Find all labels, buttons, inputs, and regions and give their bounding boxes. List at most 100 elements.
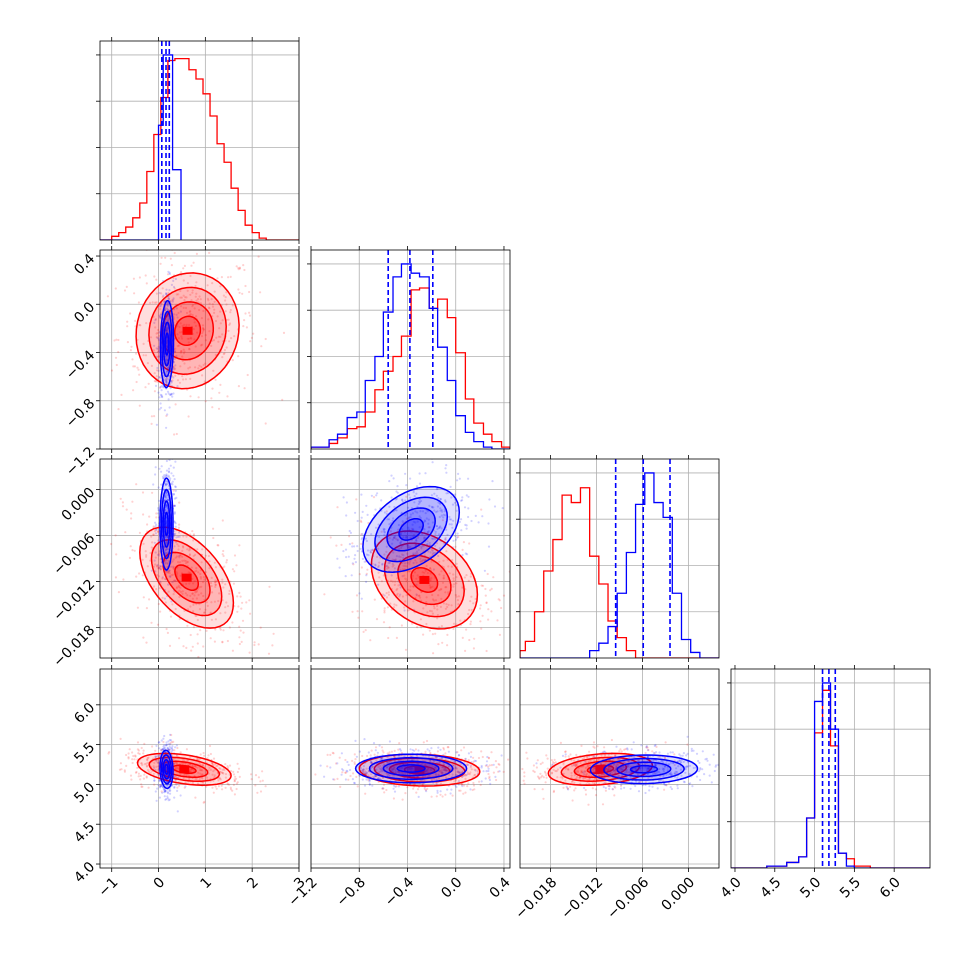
scatter-point-blue — [621, 768, 624, 771]
scatter-point-blue — [370, 494, 373, 497]
scatter-point-red — [214, 583, 217, 587]
scatter-point-red — [401, 595, 404, 598]
contour-blue — [374, 496, 449, 563]
scatter-point-red — [406, 786, 409, 789]
scatter-point-red — [237, 767, 241, 770]
scatter-point-red — [212, 527, 215, 530]
scatter-point-blue — [173, 534, 176, 537]
scatter-point-blue — [171, 581, 174, 584]
scatter-point-blue — [165, 503, 168, 506]
scatter-point-red — [452, 622, 456, 625]
scatter-point-red — [200, 592, 203, 595]
scatter-point-blue — [446, 533, 449, 536]
scatter-point-blue — [452, 764, 455, 767]
scatter-point-blue — [444, 467, 447, 470]
scatter-point-blue — [155, 423, 158, 426]
scatter-point-red — [396, 587, 399, 590]
scatter-point-red — [181, 549, 184, 553]
scatter-point-blue — [158, 316, 162, 319]
scatter-point-blue — [167, 747, 170, 751]
scatter-point-red — [194, 765, 197, 768]
scatter-point-red — [221, 356, 224, 359]
scatter-point-red — [444, 752, 447, 755]
scatter-point-blue — [431, 461, 434, 464]
contour-blue — [354, 753, 468, 784]
scatter-point-red — [352, 772, 355, 775]
scatter-point-red — [199, 298, 202, 301]
scatter-point-blue — [456, 770, 460, 773]
contour-red — [397, 554, 452, 606]
scatter-point-blue — [160, 785, 163, 788]
scatter-point-red — [248, 314, 252, 317]
scatter-point-red — [224, 583, 227, 586]
scatter-point-blue — [456, 536, 459, 539]
scatter-point-red — [391, 774, 394, 777]
scatter-point-red — [448, 572, 451, 575]
scatter-point-red — [386, 752, 389, 755]
scatter-point-red — [436, 613, 439, 617]
scatter-point-red — [199, 577, 203, 580]
scatter-point-blue — [423, 537, 426, 540]
scatter-point-blue — [421, 533, 424, 536]
scatter-point-blue — [153, 559, 156, 562]
scatter-point-blue — [176, 810, 179, 813]
scatter-point-blue — [342, 769, 345, 772]
scatter-point-red — [460, 659, 462, 661]
scatter-point-red — [607, 768, 610, 771]
contour-blue — [161, 310, 173, 378]
scatter-point-red — [456, 751, 459, 754]
scatter-point-red — [376, 754, 379, 757]
scatter-point-red — [191, 291, 194, 294]
scatter-point-red — [188, 348, 191, 351]
scatter-point-red — [86, 329, 88, 331]
scatter-point-blue — [420, 547, 423, 550]
scatter-point-red — [422, 633, 425, 636]
scatter-point-red — [229, 788, 233, 791]
scatter-point-red — [412, 787, 415, 790]
scatter-point-blue — [163, 597, 166, 600]
scatter-point-blue — [163, 789, 166, 792]
scatter-point-red — [214, 618, 217, 621]
scatter-point-red — [203, 754, 206, 757]
scatter-point-blue — [165, 741, 168, 744]
scatter-point-blue — [346, 770, 349, 773]
scatter-point-red — [639, 769, 642, 772]
scatter-point-red — [145, 282, 148, 285]
scatter-point-red — [188, 310, 191, 314]
scatter-point-red — [221, 788, 224, 791]
scatter-point-blue — [159, 786, 162, 789]
scatter-point-red — [228, 592, 231, 596]
scatter-point-red — [364, 772, 367, 775]
scatter-point-red — [455, 576, 458, 579]
scatter-point-blue — [438, 502, 441, 505]
scatter-point-blue — [345, 769, 348, 772]
scatter-point-blue — [158, 550, 161, 553]
scatter-point-red — [430, 765, 433, 768]
scatter-point-blue — [385, 545, 388, 548]
scatter-point-red — [203, 380, 206, 383]
scatter-point-red — [458, 771, 461, 774]
scatter-point-blue — [176, 789, 179, 793]
scatter-point-blue — [165, 475, 168, 478]
scatter-point-red — [172, 489, 175, 492]
scatter-point-red — [426, 787, 429, 791]
scatter-point-blue — [451, 526, 454, 529]
scatter-point-blue — [356, 519, 359, 523]
scatter-point-blue — [442, 513, 445, 516]
scatter-point-red — [182, 546, 185, 549]
scatter-point-blue — [377, 777, 380, 780]
scatter-point-blue — [444, 538, 447, 541]
contour-red — [135, 272, 240, 390]
scatter-point-red — [360, 533, 363, 536]
scatter-point-red — [399, 556, 402, 559]
scatter-point-blue — [418, 472, 421, 475]
scatter-point-red — [157, 530, 160, 533]
scatter-point-red — [194, 765, 198, 769]
scatter-point-red — [353, 753, 356, 756]
scatter-point-red — [209, 637, 212, 640]
scatter-point-blue — [157, 524, 160, 528]
scatter-point-blue — [342, 550, 345, 553]
scatter-point-blue — [435, 782, 438, 785]
scatter-point-red — [651, 750, 654, 753]
scatter-point-red — [134, 754, 137, 757]
